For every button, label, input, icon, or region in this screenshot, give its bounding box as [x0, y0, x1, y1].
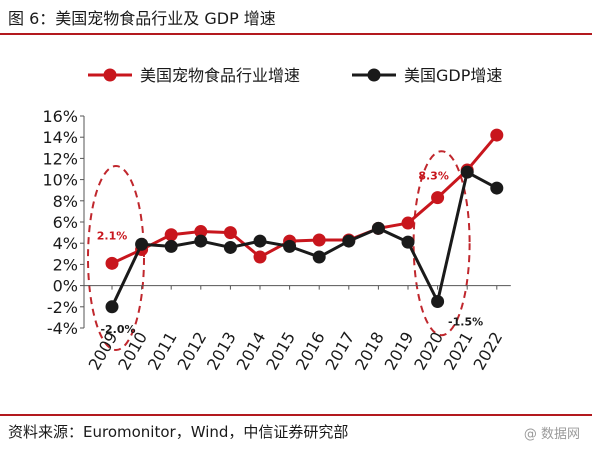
pet-food-point — [312, 233, 326, 247]
legend-label: 美国宠物食品行业增速 — [140, 66, 300, 85]
data-label: 8.3% — [418, 170, 449, 183]
highlight-ellipses — [87, 150, 471, 352]
source-note: 资料来源：Euromonitor，Wind，中信证券研究部 — [8, 423, 349, 441]
gdp-point — [253, 234, 267, 248]
figure-title: 图 6：美国宠物食品行业及 GDP 增速 — [8, 9, 276, 28]
x-tick-label: 2016 — [292, 329, 329, 374]
gdp-point — [460, 165, 474, 179]
pet-food-point — [223, 226, 237, 240]
y-tick-label: 14% — [42, 128, 78, 147]
gdp-point — [342, 234, 356, 248]
gdp-point — [401, 235, 415, 249]
x-tick-label: 2013 — [203, 329, 240, 374]
y-tick-label: 2% — [53, 255, 78, 274]
y-tick-label: 10% — [42, 171, 78, 190]
gdp-point — [223, 240, 237, 254]
gdp-point — [431, 295, 445, 308]
gdp-point — [164, 239, 178, 253]
legend-swatch-marker — [103, 68, 117, 82]
data-label: -2.0% — [100, 323, 135, 336]
chart-legend: 美国宠物食品行业增速 美国GDP增速 — [88, 66, 502, 85]
pet-food-point — [490, 128, 504, 142]
y-tick-label: 16% — [42, 107, 78, 126]
y-tick-label: 0% — [53, 277, 78, 296]
gdp-point — [312, 250, 326, 264]
x-tick-label: 2020 — [410, 329, 447, 374]
watermark: @ 数据网 — [523, 427, 580, 442]
footer-rule — [0, 414, 592, 416]
y-tick-label: 6% — [53, 213, 78, 232]
x-tick-label: 2015 — [262, 329, 299, 374]
x-tick-label: 2022 — [469, 329, 506, 374]
chart-series — [105, 128, 504, 314]
y-tick-label: -2% — [47, 298, 78, 317]
pet-food-point — [431, 191, 445, 205]
pet-food-point — [105, 256, 119, 270]
x-tick-label: 2017 — [321, 329, 358, 374]
data-label: -1.5% — [448, 316, 483, 329]
gdp-point — [105, 300, 119, 314]
pet-food-point — [164, 228, 178, 242]
y-tick-label: -4% — [47, 319, 78, 338]
x-tick-label: 2019 — [381, 329, 418, 374]
highlight-ellipse — [87, 165, 145, 352]
gdp-point — [371, 221, 385, 235]
gdp-point — [194, 234, 208, 248]
x-tick-label: 2014 — [233, 329, 270, 374]
y-tick-label: 8% — [53, 192, 78, 211]
x-tick-label: 2011 — [144, 329, 181, 374]
line-chart: 美国宠物食品行业增速 美国GDP增速 16% 14% 12% 10% 8% 6% 4% 2% 0%… — [42, 66, 511, 374]
y-tick-label: 4% — [53, 234, 78, 253]
gdp-point — [490, 181, 504, 195]
legend-swatch-marker — [367, 68, 381, 82]
x-tick-label: 2012 — [173, 329, 210, 374]
pet-food-point — [401, 216, 415, 230]
data-label: 2.1% — [97, 229, 128, 242]
x-tick-label: 2018 — [351, 329, 388, 374]
pet-food-point — [194, 225, 208, 239]
highlight-ellipse — [412, 150, 471, 337]
chart-annotations: 2.1% -2.0% 8.3% -1.5% — [97, 170, 483, 336]
y-tick-label: 12% — [42, 149, 78, 168]
gdp-point — [283, 239, 297, 253]
title-rule — [0, 33, 592, 35]
legend-label: 美国GDP增速 — [404, 66, 502, 85]
gdp-point — [135, 237, 149, 251]
pet-food-point — [253, 250, 267, 264]
